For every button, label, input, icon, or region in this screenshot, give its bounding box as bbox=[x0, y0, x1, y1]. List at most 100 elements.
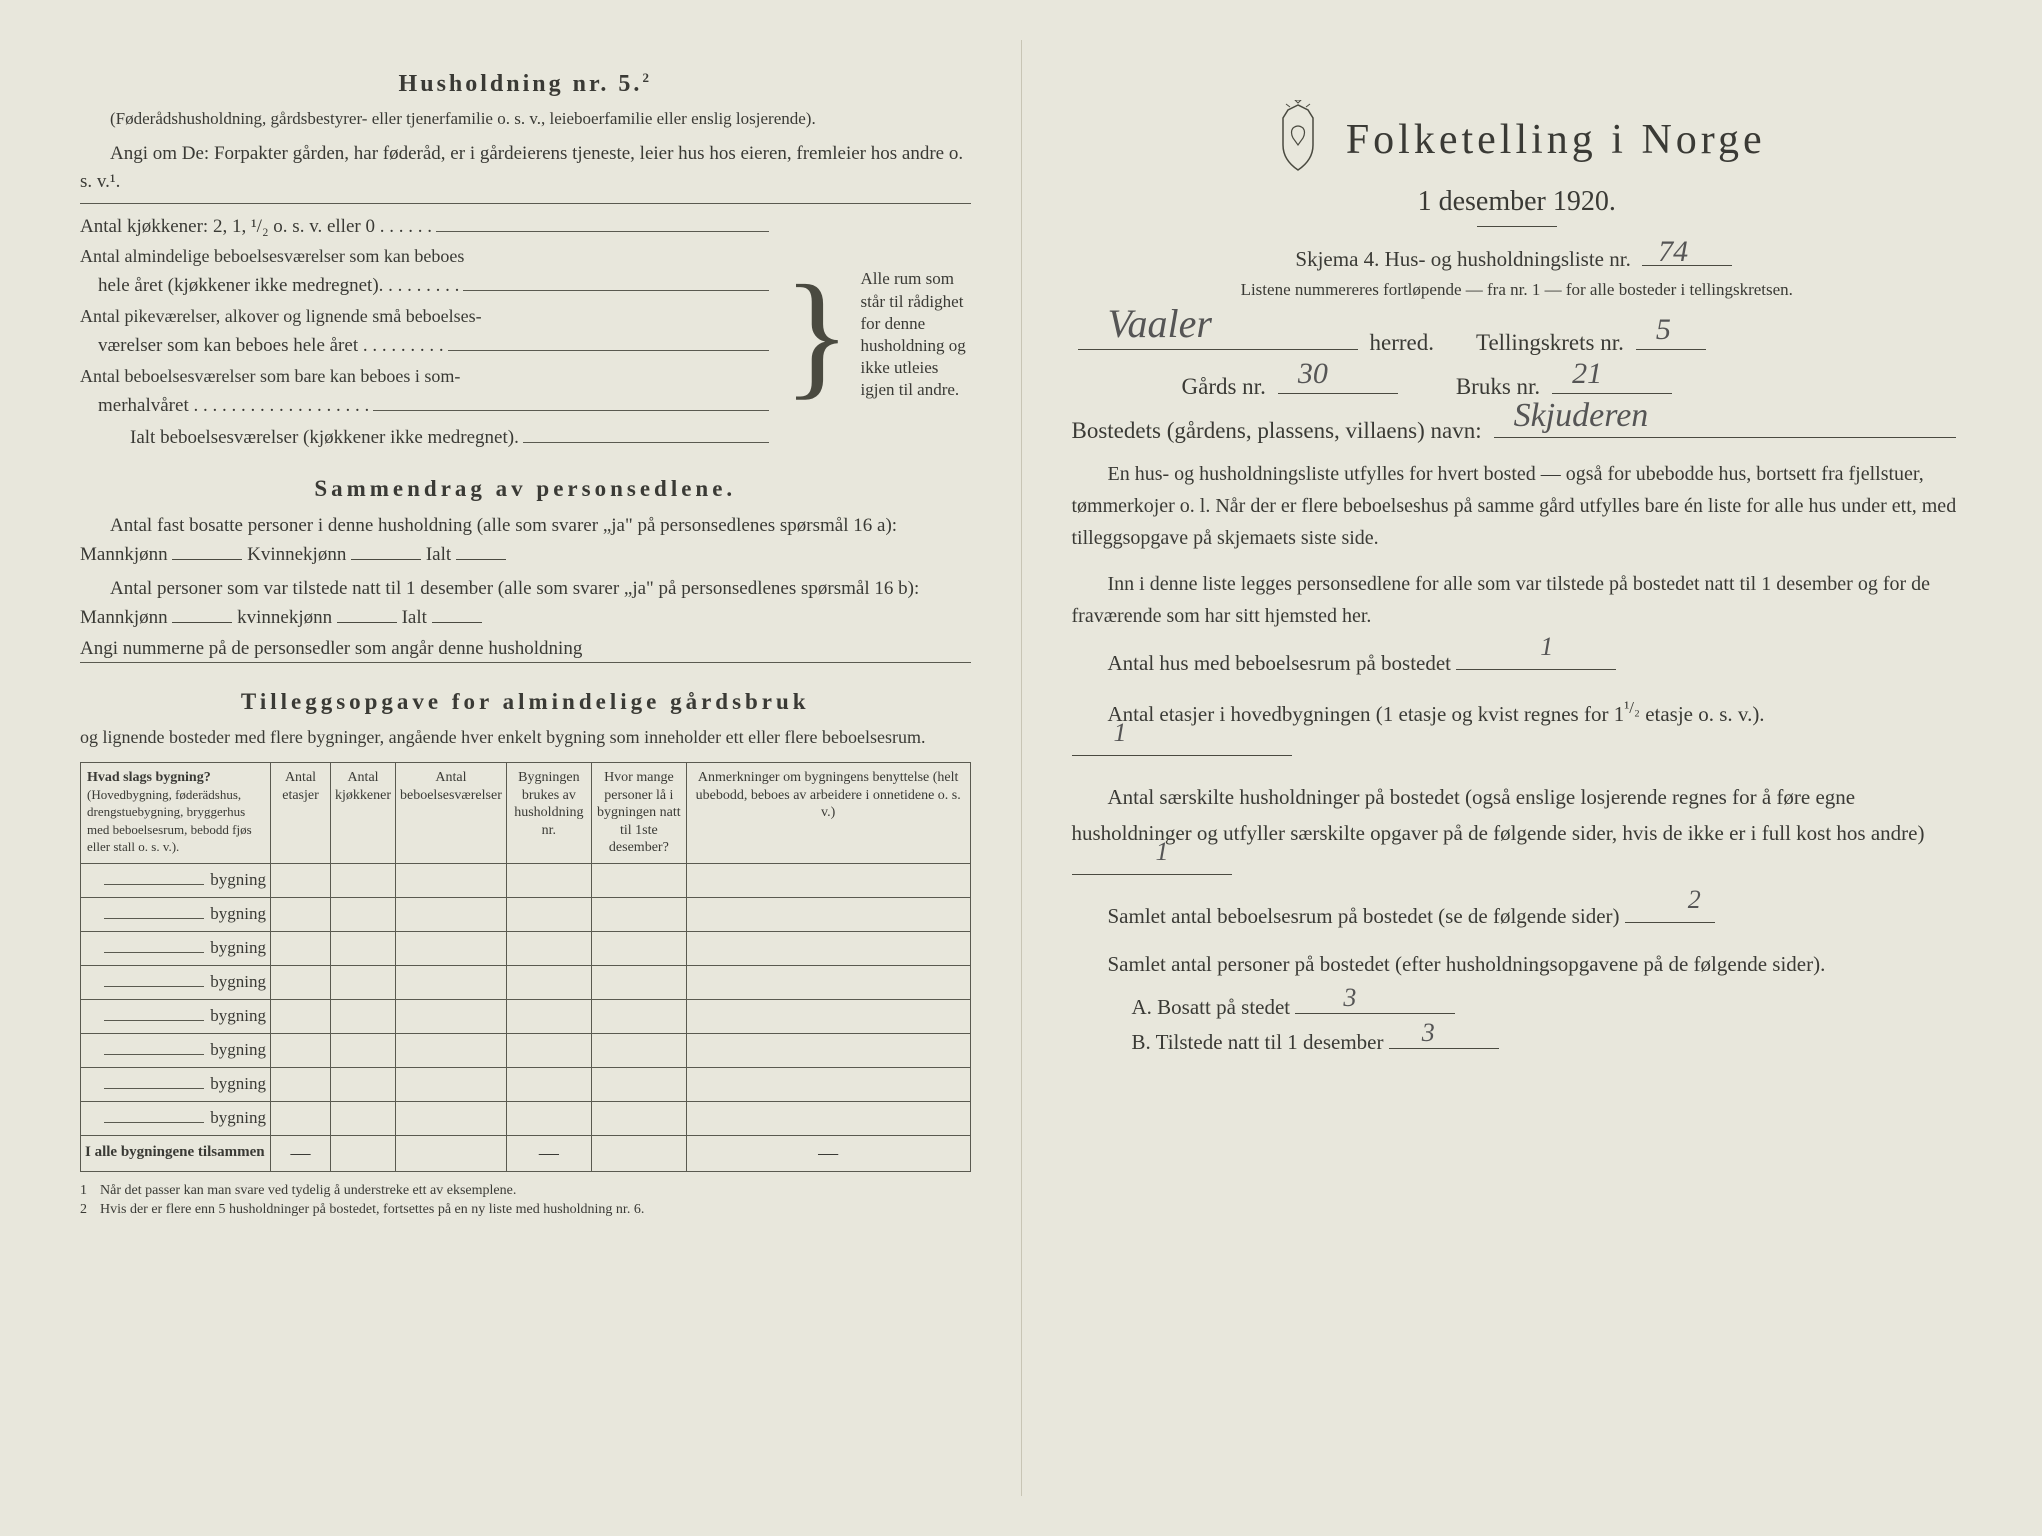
skjema-line: Skjema 4. Hus- og husholdningsliste nr. … bbox=[1072, 247, 1963, 272]
pike-line1: Antal pikeværelser, alkover og lignende … bbox=[80, 304, 773, 329]
bygning-label: bygning bbox=[210, 972, 266, 991]
bosted-label: Bostedets (gårdens, plassens, villaens) … bbox=[1072, 418, 1482, 444]
census-date: 1 desember 1920. bbox=[1072, 186, 1963, 218]
bruks-value: 21 bbox=[1572, 357, 1602, 391]
subhead: (Føderådshusholdning, gårdsbestyrer- ell… bbox=[80, 106, 971, 132]
q4-value: 2 bbox=[1652, 878, 1701, 922]
gards-label: Gårds nr. bbox=[1182, 374, 1266, 400]
bygning-label: bygning bbox=[210, 870, 266, 889]
kvinne-label: Kvinnekjønn bbox=[247, 544, 346, 565]
th7: Anmerkninger om bygningens benyttelse (h… bbox=[686, 763, 970, 864]
qa-line: A. Bosatt på stedet 3 bbox=[1132, 995, 1963, 1020]
table-row: bygning bbox=[81, 1033, 971, 1067]
title-block: Folketelling i Norge 1 desember 1920. bbox=[1072, 100, 1963, 227]
th4: Antal beboelsesværelser bbox=[396, 763, 507, 864]
herred-value: Vaaler bbox=[1108, 300, 1212, 347]
kjokkener-line: Antal kjøkkener: 2, 1, ¹/₂ o. s. v. elle… bbox=[92, 214, 432, 241]
tillegg-title: Tilleggsopgave for almindelige gårdsbruk bbox=[80, 689, 971, 715]
heading-sup: 2 bbox=[642, 70, 652, 85]
ialt-label2: Ialt bbox=[402, 607, 427, 628]
herred-line: Vaaler herred. Tellingskrets nr. 5 bbox=[1072, 322, 1963, 356]
alm-line1: Antal almindelige beboelsesværelser som … bbox=[80, 244, 773, 269]
table-row: bygning bbox=[81, 1067, 971, 1101]
samm1: Antal fast bosatte personer i denne hush… bbox=[80, 512, 971, 569]
q1-line: Antal hus med beboelsesrum på bostedet 1 bbox=[1072, 646, 1963, 682]
left-page: Husholdning nr. 5.2 (Føderådshusholdning… bbox=[30, 40, 1022, 1496]
fn1: Når det passer kan man svare ved tydelig… bbox=[100, 1182, 516, 1201]
household-heading: Husholdning nr. 5.2 bbox=[80, 70, 971, 98]
q5-line: Samlet antal personer på bostedet (efter… bbox=[1072, 947, 1963, 983]
bygning-label: bygning bbox=[210, 1074, 266, 1093]
q2-value: 1 bbox=[1078, 711, 1127, 755]
tillegg-table: Hvad slags bygning? (Hovedbygning, føder… bbox=[80, 762, 971, 1172]
q3-line: Antal særskilte husholdninger på bostede… bbox=[1072, 780, 1963, 887]
th6: Hvor mange personer lå i bygningen natt … bbox=[591, 763, 686, 864]
brace-icon: } bbox=[783, 275, 850, 394]
bosted-line: Bostedets (gårdens, plassens, villaens) … bbox=[1072, 410, 1963, 444]
q1-value: 1 bbox=[1504, 625, 1553, 669]
th5: Bygningen brukes av husholdning nr. bbox=[506, 763, 591, 864]
bygning-label: bygning bbox=[210, 1108, 266, 1127]
crest-icon bbox=[1268, 100, 1328, 180]
brace-note: Alle rum som står til rådighet for denne… bbox=[861, 268, 971, 401]
herred-label: herred. bbox=[1370, 330, 1435, 356]
bygning-label: bygning bbox=[210, 938, 266, 957]
list-note: Listene nummereres fortløpende — fra nr.… bbox=[1072, 280, 1963, 300]
table-sum-row: I alle bygningene tilsammen ——— bbox=[81, 1135, 971, 1171]
body-para-1: En hus- og husholdningsliste utfylles fo… bbox=[1072, 458, 1963, 554]
table-row: bygning bbox=[81, 999, 971, 1033]
tellingskrets-label: Tellingskrets nr. bbox=[1476, 330, 1624, 356]
bygning-label: bygning bbox=[210, 1006, 266, 1025]
gards-value: 30 bbox=[1298, 357, 1328, 391]
q3-label: Antal særskilte husholdninger på bostede… bbox=[1072, 785, 1925, 845]
alm-line2: hele året (kjøkkener ikke medregnet). . … bbox=[92, 273, 459, 300]
samm2-text: Antal personer som var tilstede natt til… bbox=[80, 578, 919, 628]
th1-sub: (Hovedbygning, føderädshus, drengstuebyg… bbox=[87, 787, 252, 855]
body-para-2: Inn i denne liste legges personsedlene f… bbox=[1072, 568, 1963, 632]
skjema-value: 74 bbox=[1658, 235, 1688, 269]
table-row: bygning bbox=[81, 897, 971, 931]
samm1-text: Antal fast bosatte personer i denne hush… bbox=[80, 515, 897, 565]
q1-label: Antal hus med beboelsesrum på bostedet bbox=[1108, 651, 1452, 675]
ialt-line: Ialt beboelsesværelser (kjøkkener ikke m… bbox=[92, 425, 519, 452]
gards-line: Gårds nr. 30 Bruks nr. 21 bbox=[1072, 366, 1963, 400]
q2-line: Antal etasjer i hovedbygningen (1 etasje… bbox=[1072, 694, 1963, 768]
table-row: bygning bbox=[81, 965, 971, 999]
footnotes: 1Når det passer kan man svare ved tydeli… bbox=[80, 1182, 971, 1220]
table-row: bygning bbox=[81, 931, 971, 965]
th3: Antal kjøkkener bbox=[331, 763, 396, 864]
angi-line: Angi nummerne på de personsedler som ang… bbox=[80, 638, 582, 660]
th1: Hvad slags bygning? bbox=[87, 770, 211, 785]
skjema-label: Skjema 4. Hus- og husholdningsliste nr. bbox=[1295, 247, 1630, 271]
pike-line2: værelser som kan beboes hele året . . . … bbox=[92, 333, 444, 360]
frac: ¹/₂ bbox=[1624, 698, 1640, 717]
samm2: Antal personer som var tilstede natt til… bbox=[80, 575, 971, 632]
bygning-label: bygning bbox=[210, 904, 266, 923]
qb-line: B. Tilstede natt til 1 desember 3 bbox=[1132, 1030, 1963, 1055]
q4-label: Samlet antal beboelsesrum på bostedet (s… bbox=[1108, 904, 1620, 928]
qa-label: A. Bosatt på stedet bbox=[1132, 995, 1291, 1019]
th2: Antal etasjer bbox=[271, 763, 331, 864]
intro-para: Angi om De: Forpakter gården, har føderå… bbox=[80, 140, 971, 197]
sum-label: I alle bygningene tilsammen bbox=[81, 1135, 271, 1171]
ialt-label1: Ialt bbox=[426, 544, 451, 565]
qb-value: 3 bbox=[1422, 1018, 1435, 1048]
rooms-block: Antal kjøkkener: 2, 1, ¹/₂ o. s. v. elle… bbox=[80, 214, 971, 457]
tellingskrets-value: 5 bbox=[1656, 313, 1671, 347]
bosted-value: Skjuderen bbox=[1514, 397, 1649, 435]
table-header-row: Hvad slags bygning? (Hovedbygning, føder… bbox=[81, 763, 971, 864]
table-row: bygning bbox=[81, 863, 971, 897]
q2a-label: Antal etasjer i hovedbygningen (1 etasje… bbox=[1108, 702, 1625, 726]
kvinne2-label: kvinnekjønn bbox=[237, 607, 332, 628]
q4-line: Samlet antal beboelsesrum på bostedet (s… bbox=[1072, 899, 1963, 935]
bygning-label: bygning bbox=[210, 1040, 266, 1059]
sommer-line2: merhalvåret . . . . . . . . . . . . . . … bbox=[92, 393, 369, 420]
right-page: Folketelling i Norge 1 desember 1920. Sk… bbox=[1022, 40, 2013, 1496]
heading-text: Husholdning nr. 5. bbox=[399, 71, 643, 97]
table-row: bygning bbox=[81, 1101, 971, 1135]
q2b-label: etasje o. s. v.). bbox=[1645, 702, 1764, 726]
qb-label: B. Tilstede natt til 1 desember bbox=[1132, 1030, 1384, 1054]
tillegg-desc: og lignende bosteder med flere bygninger… bbox=[80, 725, 971, 750]
fn2: Hvis der er flere enn 5 husholdninger på… bbox=[100, 1201, 644, 1220]
qa-value: 3 bbox=[1343, 983, 1356, 1013]
